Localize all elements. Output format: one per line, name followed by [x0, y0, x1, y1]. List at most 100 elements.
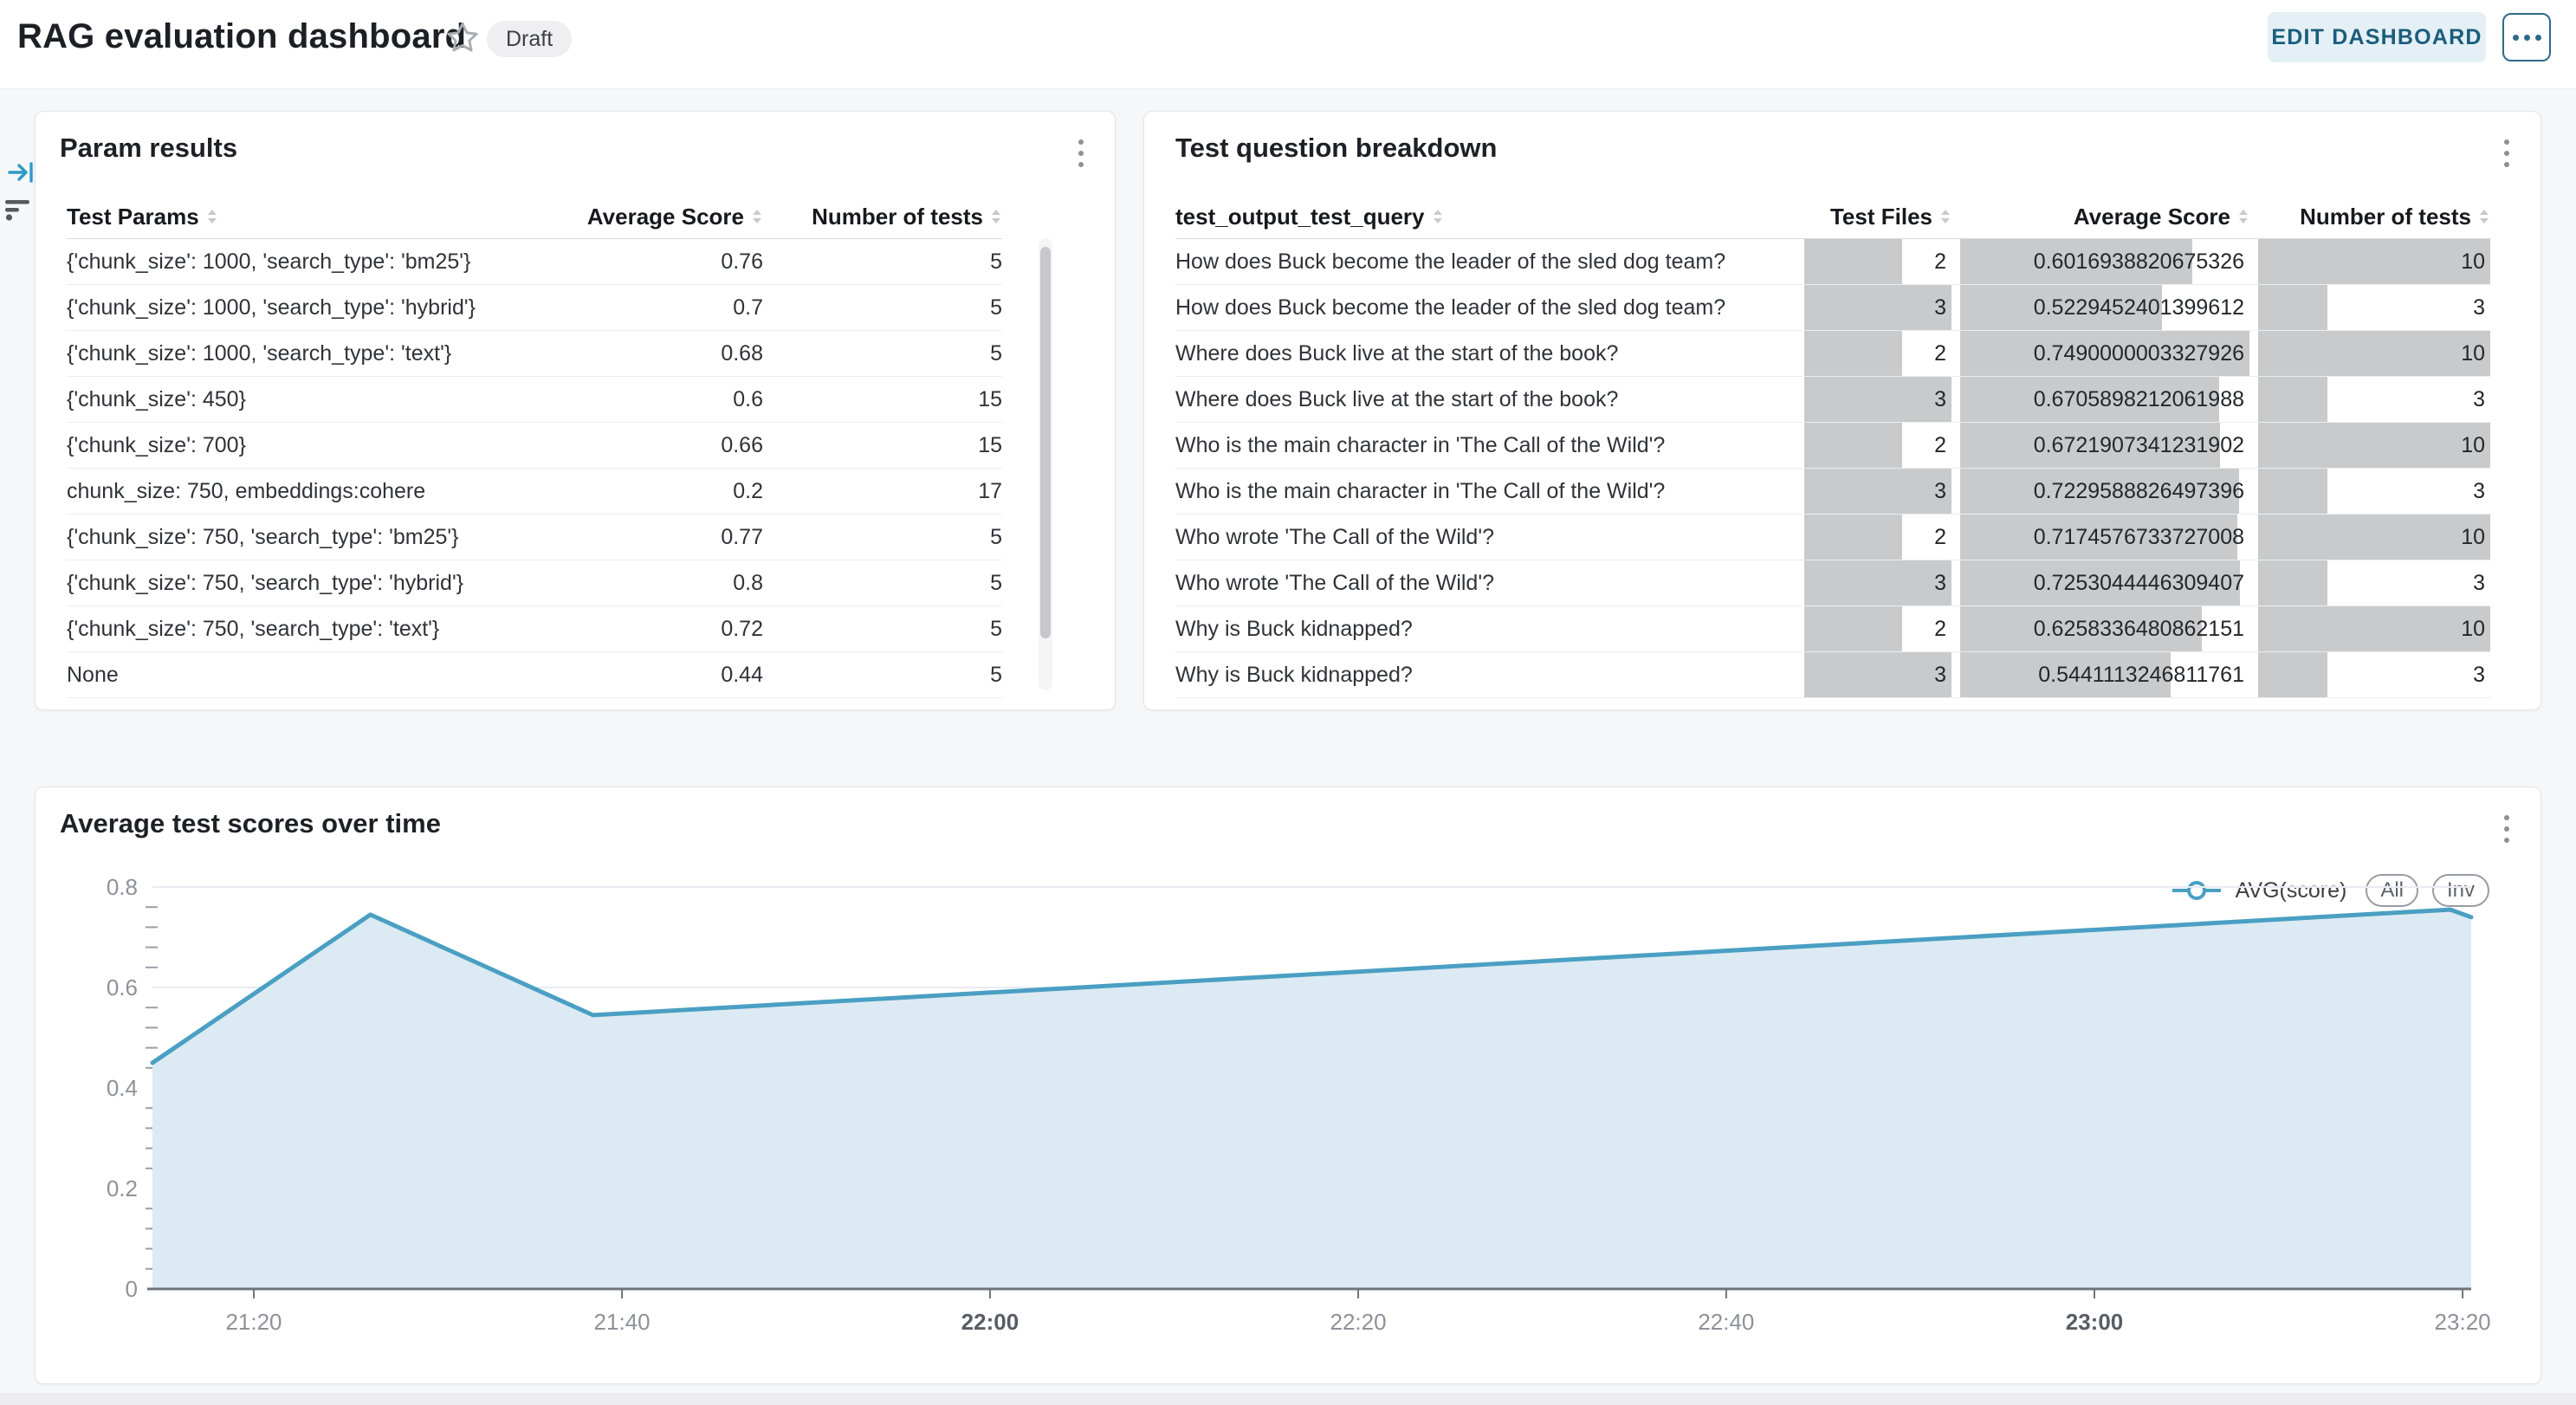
column-header-average-score[interactable]: Average Score	[1960, 204, 2249, 230]
cell-value: 0.6705898212061988	[2033, 386, 2244, 411]
table-body: How does Buck become the leader of the s…	[1175, 239, 2490, 698]
data-bar	[1804, 377, 1951, 422]
column-header-test-files[interactable]: Test Files	[1804, 204, 1951, 230]
table-row[interactable]: {'chunk_size': 750, 'search_type': 'text…	[67, 606, 1002, 652]
cell-average-score: 0.7229588826497396	[1960, 469, 2249, 514]
column-header-test-params[interactable]: Test Params	[67, 204, 503, 230]
data-bar	[1960, 239, 2192, 284]
cell-value: 0.7174576733727008	[2033, 524, 2244, 549]
collapse-panel-icon[interactable]	[7, 158, 36, 187]
top-bar	[0, 0, 2576, 89]
column-header-number-of-tests[interactable]: Number of tests	[2258, 204, 2490, 230]
table-row[interactable]: {'chunk_size': 750, 'search_type': 'bm25…	[67, 515, 1002, 560]
cell-number-of-tests: 10	[2258, 331, 2490, 376]
data-bar	[1804, 285, 1951, 330]
table-scrollbar-thumb[interactable]	[1040, 247, 1051, 638]
data-bar	[2258, 331, 2490, 376]
cell-test-params: {'chunk_size': 750, 'search_type': 'bm25…	[67, 524, 459, 549]
ellipsis-icon	[2512, 34, 2519, 41]
cell-number-of-tests: 10	[2258, 239, 2490, 284]
data-bar	[1804, 331, 1902, 376]
kebab-icon	[2504, 139, 2509, 145]
edit-dashboard-button[interactable]: EDIT DASHBOARD	[2268, 12, 2486, 62]
table-row[interactable]: None 0.44 5	[67, 652, 1002, 698]
widget-title: Param results	[60, 133, 238, 163]
column-header-number-of-tests[interactable]: Number of tests	[763, 204, 1002, 230]
series-line	[150, 907, 2474, 1065]
cell-test-params: {'chunk_size': 1000, 'search_type': 'tex…	[67, 340, 452, 366]
table-row[interactable]: Why is Buck kidnapped? 2 0.625833648086215…	[1175, 606, 2490, 652]
cell-number-of-tests: 5	[990, 249, 1002, 274]
cell-average-score: 0.7253044446309407	[1960, 560, 2249, 605]
legend-series-label[interactable]: AVG(score)	[2235, 877, 2347, 903]
table-row[interactable]: Who wrote 'The Call of the Wild'? 2 0.7174…	[1175, 515, 2490, 560]
cell-number-of-tests: 5	[990, 524, 1002, 549]
y-axis-tick-label: 0.2	[107, 1175, 138, 1201]
table-row[interactable]: {'chunk_size': 1000, 'search_type': 'hyb…	[67, 285, 1002, 331]
cell-value: 10	[2461, 249, 2485, 274]
sort-icon	[1433, 210, 1442, 223]
scores-area-chart[interactable]: 0 0.2 0.4 0.6 0.8 21:20 21:40 22:00 22:20 22:40 23…	[36, 874, 2542, 1385]
cell-number-of-tests: 17	[978, 478, 1002, 503]
widget-title: Test question breakdown	[1175, 133, 1498, 163]
cell-number-of-tests: 10	[2258, 515, 2490, 560]
kebab-icon	[2504, 815, 2509, 820]
cell-test-params: {'chunk_size': 1000, 'search_type': 'bm2…	[67, 249, 471, 274]
data-bar	[1960, 606, 2202, 651]
cell-value: 3	[2473, 478, 2485, 503]
data-bar	[2258, 285, 2327, 330]
cell-test-params: chunk_size: 750, embeddings:cohere	[67, 478, 426, 503]
cell-value: 0.6258336480862151	[2033, 616, 2244, 641]
sort-icon	[753, 210, 761, 223]
column-header-test-query[interactable]: test_output_test_query	[1175, 204, 1794, 230]
legend-pill-inv[interactable]: Inv	[2431, 874, 2489, 907]
widget-menu-button[interactable]	[2501, 136, 2513, 171]
data-bar	[1960, 331, 2249, 376]
table-row[interactable]: {'chunk_size': 1000, 'search_type': 'tex…	[67, 331, 1002, 377]
cell-average-score: 0.8	[733, 570, 763, 595]
table-row[interactable]: Who wrote 'The Call of the Wild'? 3 0.7253…	[1175, 560, 2490, 606]
cell-number-of-tests: 15	[978, 386, 1002, 411]
table-row[interactable]: {'chunk_size': 1000, 'search_type': 'bm2…	[67, 239, 1002, 285]
cell-test-query: Why is Buck kidnapped?	[1175, 662, 1413, 687]
data-bar	[1804, 469, 1951, 514]
table-row[interactable]: Where does Buck live at the start of the…	[1175, 331, 2490, 377]
cell-average-score: 0.6	[733, 386, 763, 411]
table-row[interactable]: How does Buck become the leader of the s…	[1175, 285, 2490, 331]
cell-average-score: 0.7174576733727008	[1960, 515, 2249, 560]
kebab-icon	[1078, 139, 1084, 145]
chart-legend: AVG(score) All Inv	[2171, 874, 2489, 907]
table-row[interactable]: {'chunk_size': 750, 'search_type': 'hybr…	[67, 560, 1002, 606]
cell-value: 3	[1934, 570, 1946, 595]
cell-test-query: Where does Buck live at the start of the…	[1175, 340, 1619, 366]
table-row[interactable]: How does Buck become the leader of the s…	[1175, 239, 2490, 285]
cell-test-query: Who wrote 'The Call of the Wild'?	[1175, 570, 1495, 595]
cell-average-score: 0.72	[721, 616, 763, 641]
table-row[interactable]: Why is Buck kidnapped? 3 0.544111324681176…	[1175, 652, 2490, 698]
test-question-table: test_output_test_query Test Files Averag…	[1175, 195, 2490, 698]
table-row[interactable]: Who is the main character in 'The Call o…	[1175, 469, 2490, 515]
cell-average-score: 0.6258336480862151	[1960, 606, 2249, 651]
legend-pill-all[interactable]: All	[2366, 874, 2418, 907]
cell-value: 2	[1934, 616, 1946, 641]
column-header-average-score[interactable]: Average Score	[503, 204, 763, 230]
x-axis-tick-label: 22:20	[1330, 1309, 1387, 1335]
table-row[interactable]: Who is the main character in 'The Call o…	[1175, 423, 2490, 469]
data-bar	[2258, 560, 2327, 605]
more-menu-button[interactable]	[2502, 13, 2551, 62]
table-row[interactable]: Where does Buck live at the start of the…	[1175, 377, 2490, 423]
table-row[interactable]: {'chunk_size': 700} 0.66 15	[67, 423, 1002, 469]
data-bar	[1960, 469, 2239, 514]
cell-average-score: 0.7490000003327926	[1960, 331, 2249, 376]
area-fill	[152, 910, 2471, 1289]
y-axis-tick-label: 0.4	[107, 1075, 138, 1101]
star-icon[interactable]	[443, 19, 482, 57]
filter-icon[interactable]	[3, 196, 33, 225]
widget-menu-button[interactable]	[1075, 136, 1087, 171]
cell-number-of-tests: 3	[2258, 469, 2490, 514]
table-row[interactable]: chunk_size: 750, embeddings:cohere 0.2 17	[67, 469, 1002, 515]
table-row[interactable]: {'chunk_size': 450} 0.6 15	[67, 377, 1002, 423]
cell-value: 0.6721907341231902	[2033, 432, 2244, 457]
cell-test-files: 2	[1804, 331, 1951, 376]
widget-menu-button[interactable]	[2501, 812, 2513, 846]
